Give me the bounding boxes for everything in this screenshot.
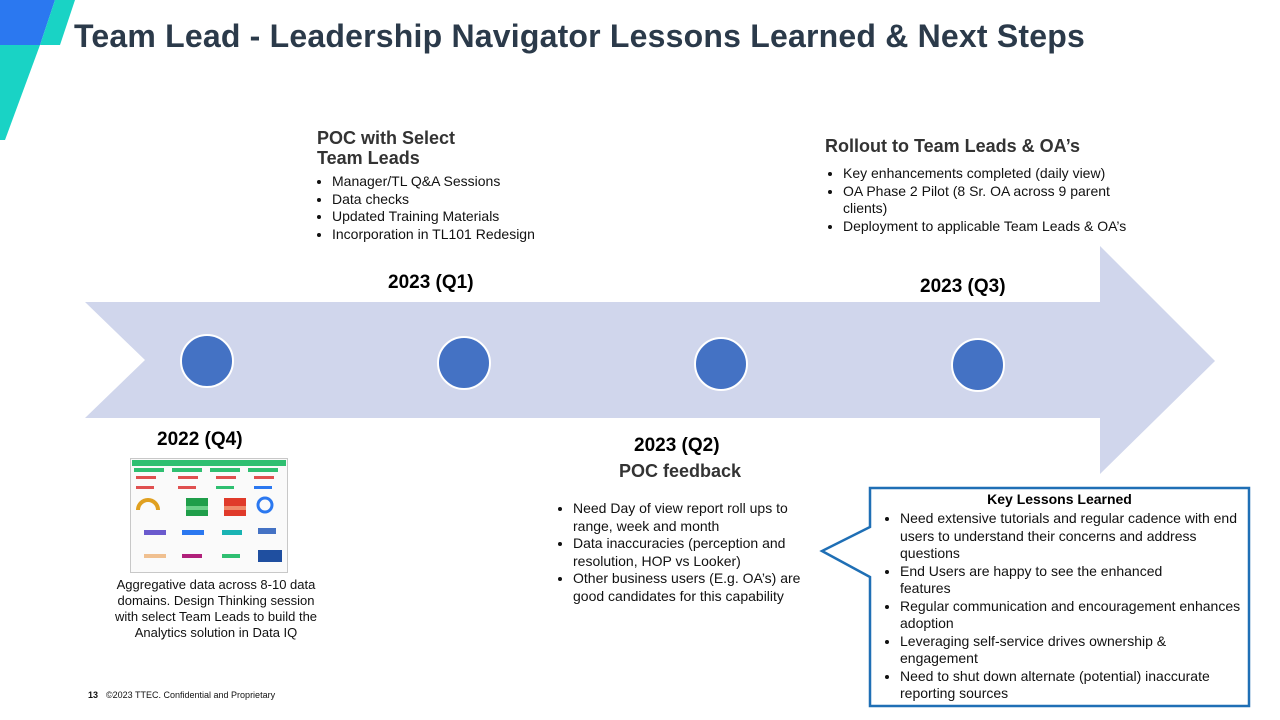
poc-feedback-bullet-list: Need Day of view report roll ups to rang…: [555, 500, 823, 605]
list-item: Deployment to applicable Team Leads & OA…: [843, 218, 1173, 236]
rollout-heading: Rollout to Team Leads & OA’s: [825, 136, 1081, 156]
poc-heading-line2: Team Leads: [317, 148, 420, 168]
footer: 13 ©2023 TTEC. Confidential and Proprieta…: [88, 690, 275, 700]
timeline-node-q3-2023: [951, 338, 1005, 392]
poc-heading: POC with Select Team Leads: [317, 128, 455, 168]
poc-heading-line1: POC with Select: [317, 128, 456, 148]
list-item: Need to shut down alternate (potential) …: [900, 668, 1244, 703]
period-label-q4-2022: 2022 (Q4): [157, 429, 243, 450]
corner-accent-logo: [0, 0, 75, 140]
list-item: Leveraging self-service drives ownership…: [900, 633, 1244, 668]
timeline-node-q2-2023: [694, 337, 748, 391]
timeline-node-q4-2022: [180, 334, 234, 388]
slide-title: Team Lead - Leadership Navigator Lessons…: [74, 18, 1086, 54]
period-label-q2-2023: 2023 (Q2): [634, 435, 720, 456]
dashboard-thumbnail-image: [130, 458, 288, 573]
period-label-q3-2023: 2023 (Q3): [920, 276, 1006, 297]
list-item: Key enhancements completed (daily view): [843, 165, 1173, 183]
lessons-bullet-list: Need extensive tutorials and regular cad…: [882, 510, 1244, 703]
period-label-q1-2023: 2023 (Q1): [388, 272, 474, 293]
list-item: Data inaccuracies (perception and resolu…: [573, 535, 823, 570]
poc-bullet-list: Manager/TL Q&A Sessions Data checks Upda…: [314, 173, 592, 243]
list-item: Updated Training Materials: [332, 208, 592, 226]
timeline-node-q1-2023: [437, 336, 491, 390]
list-item: Other business users (E.g. OA’s) are goo…: [573, 570, 823, 605]
q4-description: Aggregative data across 8-10 data domain…: [114, 577, 318, 640]
copyright-text: ©2023 TTEC. Confidential and Proprietary: [106, 690, 276, 700]
list-item: Regular communication and encouragement …: [900, 598, 1244, 633]
list-item: Incorporation in TL101 Redesign: [332, 226, 592, 244]
list-item: OA Phase 2 Pilot (8 Sr. OA across 9 pare…: [843, 183, 1173, 218]
list-item: Need Day of view report roll ups to rang…: [573, 500, 823, 535]
list-item: Need extensive tutorials and regular cad…: [900, 510, 1244, 563]
list-item: End Users are happy to see the enhanced …: [900, 563, 1244, 598]
rollout-bullet-list: Key enhancements completed (daily view) …: [825, 165, 1173, 235]
list-item: Manager/TL Q&A Sessions: [332, 173, 592, 191]
lessons-title: Key Lessons Learned: [987, 491, 1132, 507]
page-number: 13: [88, 690, 99, 700]
list-item: Data checks: [332, 191, 592, 209]
poc-feedback-heading: POC feedback: [619, 461, 742, 481]
